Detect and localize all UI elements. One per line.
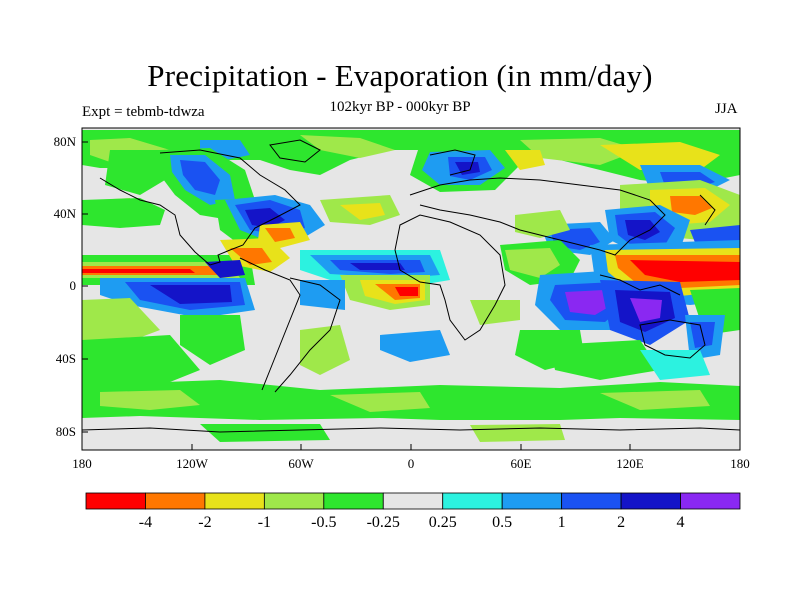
coast-australia xyxy=(639,319,706,359)
lon-label-120e: 120E xyxy=(616,456,644,471)
season-label: JJA xyxy=(715,101,738,117)
colorbar-label: -4 xyxy=(139,514,152,531)
region-central-america xyxy=(205,238,290,278)
colorbar-swatch xyxy=(382,492,444,510)
lon-label-60e: 60E xyxy=(511,456,532,471)
lon-label-60w: 60W xyxy=(288,456,314,471)
colorbar-swatch xyxy=(442,492,503,510)
colorbar-label: -2 xyxy=(198,514,211,531)
coastlines xyxy=(82,139,740,433)
colorbar-label: 2 xyxy=(617,514,625,531)
chart-subtitle: 102kyr BP - 000kyr BP xyxy=(329,99,471,115)
lat-axis: 80N 40N 0 40S 80S xyxy=(54,134,88,439)
coast-africa xyxy=(394,214,506,341)
lat-label-80s: 80S xyxy=(56,424,76,439)
colorbar-label: 0.25 xyxy=(429,514,457,531)
coast-japan xyxy=(699,194,716,226)
region-southern-ocean xyxy=(82,380,740,450)
lon-label-0: 0 xyxy=(408,456,415,471)
colorbar-swatch xyxy=(263,492,325,510)
colorbar-label: 4 xyxy=(677,514,685,531)
coast-scandinavia xyxy=(429,149,476,176)
lat-label-80n: 80N xyxy=(54,134,77,149)
lon-label-120w: 120W xyxy=(176,456,209,471)
lat-label-0: 0 xyxy=(70,278,77,293)
colorbar: -4 -2 -1 -0.5 -0.25 0.25 0.5 1 2 4 xyxy=(85,492,741,531)
colorbar-swatch xyxy=(561,492,622,510)
colorbar-swatch xyxy=(323,492,384,510)
lon-label-180e: 180 xyxy=(730,456,750,471)
colorbar-swatch xyxy=(501,492,563,510)
colorbar-swatch xyxy=(620,492,681,510)
colorbar-label: -1 xyxy=(258,514,271,531)
coast-south-america-east xyxy=(274,277,341,393)
chart-title: Precipitation - Evaporation (in mm/day) xyxy=(147,58,653,93)
map-field xyxy=(82,128,740,450)
coast-greenland xyxy=(269,139,321,163)
colorbar-label: -0.5 xyxy=(311,514,336,531)
coast-eurasia xyxy=(409,177,666,256)
colorbar-label: 0.5 xyxy=(492,514,512,531)
colorbar-swatch xyxy=(204,492,265,510)
lon-axis: 180 120W 60W 0 60E 120E 180 xyxy=(72,444,750,471)
lat-label-40s: 40S xyxy=(56,351,76,366)
lat-label-40n: 40N xyxy=(54,206,77,221)
coast-maritime-continent xyxy=(599,274,681,296)
experiment-label: Expt = tebmb-tdwza xyxy=(82,104,205,120)
region-south-hemisphere xyxy=(82,325,710,390)
region-tropical-atlantic xyxy=(300,250,450,310)
region-west-pacific xyxy=(590,240,740,360)
coast-south-america-west xyxy=(239,257,301,391)
colorbar-label: -0.25 xyxy=(367,514,400,531)
colorbar-swatch xyxy=(85,492,146,510)
colorbar-swatch xyxy=(680,492,741,510)
lon-label-180w: 180 xyxy=(72,456,92,471)
colorbar-swatch xyxy=(145,492,206,510)
colorbar-label: 1 xyxy=(558,514,566,531)
coast-antarctica xyxy=(82,427,740,433)
coast-north-america xyxy=(99,149,301,266)
